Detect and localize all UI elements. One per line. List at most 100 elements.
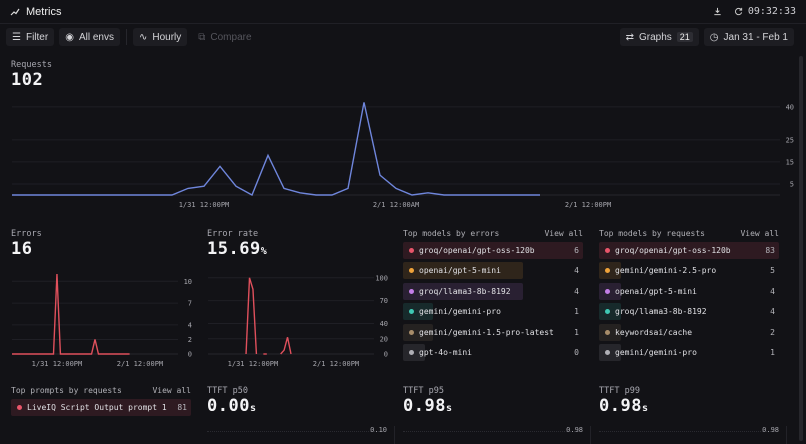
item-value: 4 [770,307,775,316]
top-models-by-errors: Top models by errors View all groq/openai/… [403,229,583,361]
list-item[interactable]: LiveIQ Script Output prompt 1 81 [11,398,191,416]
ttft-label: TTFT p50 [207,386,248,396]
interval-button[interactable]: ∿ Hourly [132,28,188,46]
value-bar [403,262,523,279]
last-refresh-time: 09:32:33 [747,6,796,17]
color-dot-icon [409,309,414,314]
item-name: LiveIQ Script Output prompt 1 [27,402,167,412]
ttft-label: TTFT p95 [403,386,444,396]
errors-summary: Errors 16 [11,229,42,259]
list-item[interactable]: openai/gpt-5-mini 4 [403,262,583,279]
color-dot-icon [605,247,610,253]
eye-icon: ◉ [65,31,74,43]
list-item[interactable]: gemini/gemini-pro 1 [599,344,779,361]
error-rate-chart: 0 20 40 70 100 1/31 12:00PM 2/1 12:00PM [208,274,388,368]
color-dot-icon [409,247,414,253]
wave-icon: ∿ [138,31,148,43]
list-item[interactable]: groq/llama3-8b-8192 4 [599,303,779,320]
ttft-value: 0.00 [207,396,250,416]
refresh-icon [734,7,742,16]
color-dot-icon [605,309,610,314]
list-title: Top prompts by requests [11,386,122,395]
divider [125,29,127,45]
filter-button[interactable]: ☰ Filter [6,28,55,46]
list-item[interactable]: gemini/gemini-2.5-pro 5 [599,262,779,279]
compare-label: Compare [210,31,252,43]
toolbar: ☰ Filter ◉ All envs ∿ Hourly ⧉ Compare ⇄ Grap… [6,28,794,46]
list-item[interactable]: gemini/gemini-pro 1 [403,303,583,320]
list-item[interactable]: gpt-4o-mini 0 [403,344,583,361]
envs-button[interactable]: ◉ All envs [59,28,120,46]
date-range-button[interactable]: ◷ Jan 31 - Feb 1 [703,28,794,46]
list-item[interactable]: openai/gpt-5-mini 4 [599,282,779,300]
item-name: groq/llama3-8b-8192 [419,286,511,296]
page-title: Metrics [26,5,62,18]
y-tick-label: 40 [380,320,388,328]
divider [786,426,787,444]
x-tick-label: 1/31 12:00PM [228,360,279,368]
item-value: 83 [765,245,775,255]
view-all-link[interactable]: View all [544,229,583,238]
ttft-panel: TTFT p50 0.00s 0.10 [207,386,395,444]
ttft-value: 0.98 [599,396,642,416]
color-dot-icon [409,329,414,335]
color-dot-icon [605,268,610,273]
view-all-link[interactable]: View all [740,229,779,238]
y-tick-label: 0.10 [370,426,387,434]
error-rate-value: 15.69 [207,239,261,259]
graphs-button[interactable]: ⇄ Graphs 21 [619,28,699,46]
color-dot-icon [605,329,610,335]
item-value: 81 [177,402,187,412]
compare-button[interactable]: ⧉ Compare [192,28,257,46]
x-tick-label: 1/31 12:00PM [32,360,83,368]
filter-label: Filter [25,31,49,43]
item-name: openai/gpt-5-mini [419,266,501,275]
requests-summary: Requests 102 [11,60,52,90]
series-line [12,102,540,196]
requests-chart: 5 15 25 40 1/31 12:00PM 2/1 12:00AM 2/1 12:00P… [12,102,794,209]
ttft-value: 0.98 [403,396,446,416]
item-value: 5 [770,266,775,275]
color-dot-icon [605,350,610,355]
list-item[interactable]: groq/openai/gpt-oss-120b 83 [599,241,779,259]
list-item[interactable]: groq/llama3-8b-8192 4 [403,282,583,300]
scrollbar[interactable] [799,56,803,441]
interval-label: Hourly [152,31,182,43]
trend-icon [10,8,20,15]
compare-icon: ⧉ [198,31,206,43]
error-rate-summary: Error rate 15.69% [207,229,267,259]
download-icon[interactable] [713,7,722,16]
series-line [12,273,130,355]
y-tick-label: 100 [375,274,388,282]
item-value: 6 [574,245,579,255]
item-value: 2 [770,327,775,337]
view-all-link[interactable]: View all [152,386,191,395]
y-tick-label: 2 [188,336,192,344]
y-tick-label: 0 [384,351,388,359]
color-dot-icon [409,268,414,273]
value-bar [11,398,191,416]
refresh-button[interactable]: 09:32:33 [734,6,796,17]
ttft-unit: s [249,403,257,414]
list-item[interactable]: groq/openai/gpt-oss-120b 6 [403,241,583,259]
y-tick-label: 15 [786,158,794,166]
item-name: gpt-4o-mini [419,348,472,357]
list-item[interactable]: keywordsai/cache 2 [599,323,779,341]
series-line [280,337,292,355]
item-name: gemini/gemini-pro [419,307,501,316]
y-tick-label: 4 [188,321,192,329]
list-title: Top models by requests [599,229,705,238]
gridline [599,431,777,432]
y-tick-label: 70 [380,297,388,305]
y-tick-label: 5 [790,180,794,188]
value-bar [403,282,523,300]
y-tick-label: 20 [380,335,388,343]
list-item[interactable]: gemini/gemini-1.5-pro-latest 1 [403,323,583,341]
ttft-panel: TTFT p99 0.98s 0.98 [599,386,787,444]
ttft-unit: s [445,403,453,414]
y-tick-label: 0 [188,351,192,359]
item-name: openai/gpt-5-mini [615,286,697,296]
requests-value: 102 [11,70,44,90]
series-line [245,277,258,355]
item-value: 1 [574,307,579,316]
